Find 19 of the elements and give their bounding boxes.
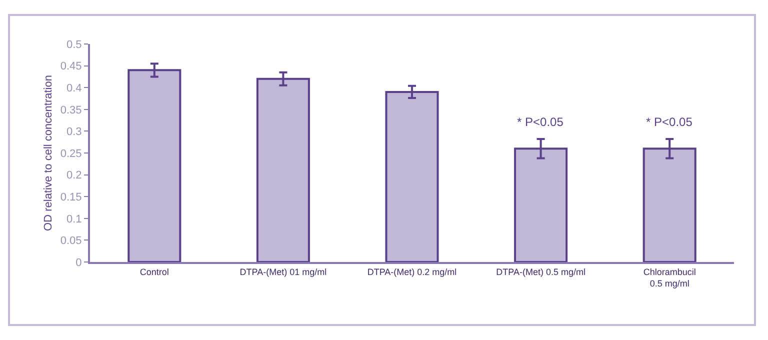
y-tick-label: 0.1 bbox=[66, 213, 82, 226]
y-tick-label: 0.4 bbox=[66, 82, 82, 94]
y-tick-label: 0.2 bbox=[66, 170, 82, 182]
x-tick-label: Control bbox=[140, 266, 169, 277]
y-tick-label: 0.5 bbox=[66, 38, 82, 51]
x-tick-label: DTPA-(Met) 0.2 mg/ml bbox=[367, 266, 457, 277]
annotation: * P<0.05 bbox=[646, 115, 693, 129]
y-tick-label: 0.25 bbox=[60, 148, 82, 160]
y-tick-label: 0.3 bbox=[66, 126, 82, 138]
x-tick-label: DTPA-(Met) 0.5 mg/ml bbox=[496, 266, 586, 277]
annotation: * P<0.05 bbox=[517, 115, 564, 129]
y-tick-label: 0.15 bbox=[60, 191, 82, 204]
y-axis-title: OD relative to cell concentration bbox=[42, 75, 55, 231]
x-tick-label: DTPA-(Met) 01 mg/ml bbox=[240, 266, 327, 277]
x-tick-label: Chlorambucil 0.5 mg/ml bbox=[643, 266, 696, 288]
y-tick-label: 0 bbox=[76, 256, 82, 269]
y-tick-label: 0.05 bbox=[60, 235, 82, 248]
y-tick-label: 0.45 bbox=[60, 60, 82, 73]
y-tick-label: 0.35 bbox=[60, 104, 82, 116]
